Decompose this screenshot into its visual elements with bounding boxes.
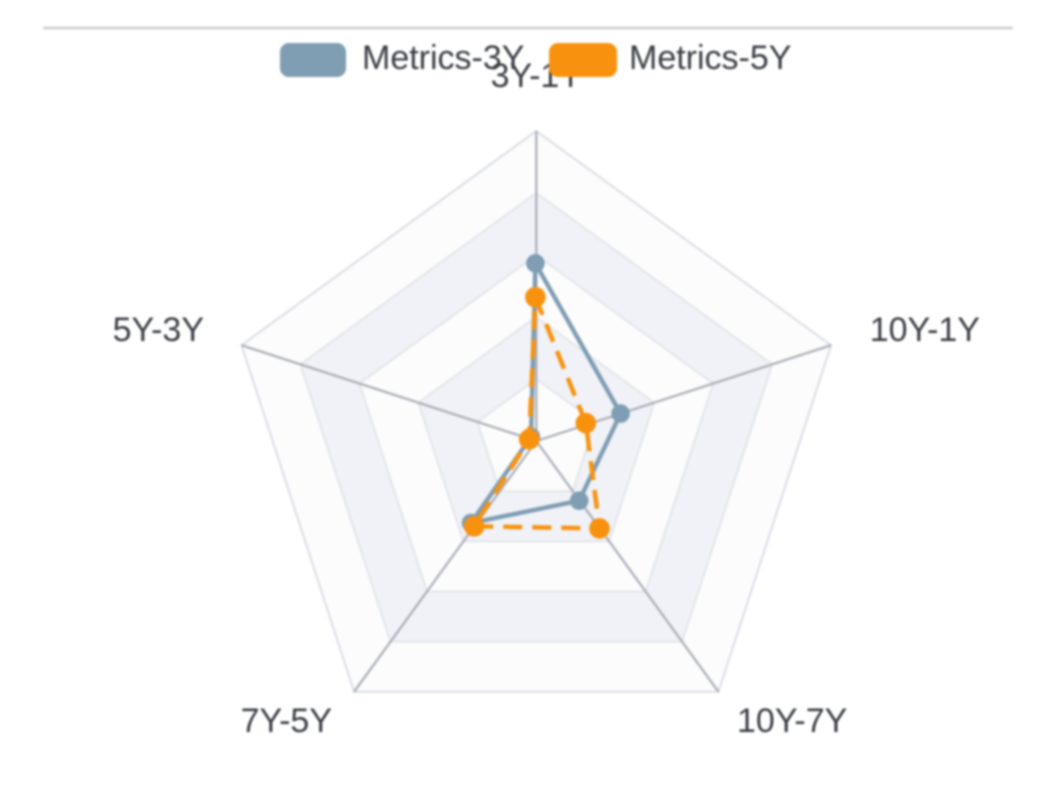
- svg-text:7Y-5Y: 7Y-5Y: [241, 702, 332, 740]
- svg-text:10Y-1Y: 10Y-1Y: [870, 311, 980, 349]
- svg-text:10Y-7Y: 10Y-7Y: [737, 702, 847, 740]
- svg-text:Metrics-3Y: Metrics-3Y: [362, 39, 524, 77]
- svg-text:5Y-3Y: 5Y-3Y: [113, 311, 204, 349]
- svg-text:Metrics-5Y: Metrics-5Y: [629, 39, 791, 77]
